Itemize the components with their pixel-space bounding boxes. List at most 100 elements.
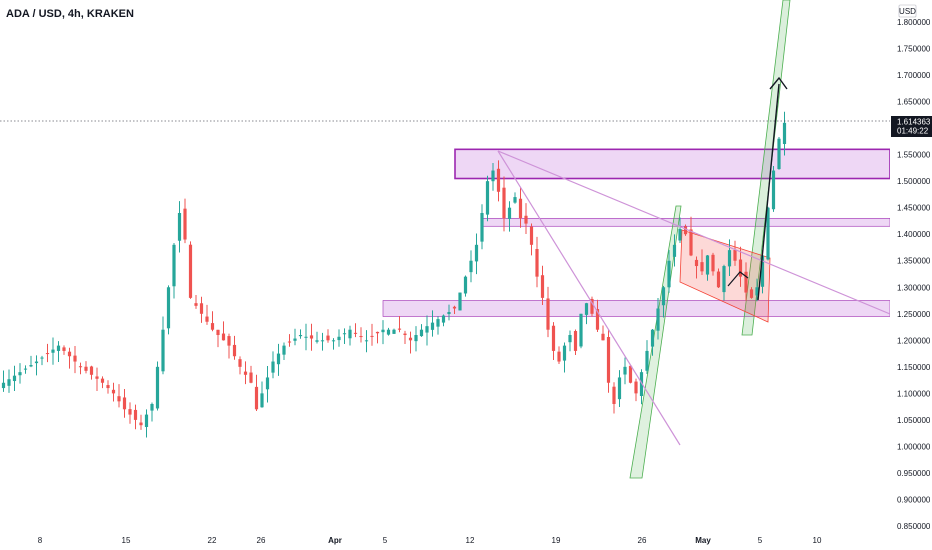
- ascending-channel-breakout: [741, 0, 791, 336]
- candle-body: [436, 319, 440, 327]
- candle-body: [122, 397, 127, 410]
- candle-body: [474, 244, 479, 262]
- candle-body: [414, 335, 418, 342]
- candle-body: [227, 336, 231, 346]
- candle-body: [254, 386, 259, 410]
- candle-body: [342, 333, 347, 335]
- candle-body: [304, 336, 308, 338]
- candle-body: [199, 303, 204, 314]
- price-axis[interactable]: 0.850000 0.900000 0.950000 1.000000 1.050000…: [890, 0, 932, 550]
- candle-body: [584, 303, 589, 315]
- descending-trendline-long: [497, 150, 891, 315]
- time-axis[interactable]: 8 15 22 26 Apr 5 12 19 26 May 5 10: [38, 536, 822, 545]
- candle-body: [452, 306, 457, 309]
- time-tick-label: 5: [383, 536, 388, 545]
- candle-body: [161, 329, 165, 372]
- candle-body: [634, 381, 638, 394]
- candle-body: [562, 345, 567, 361]
- candle-body: [518, 198, 523, 219]
- time-tick-label: Apr: [328, 536, 342, 545]
- time-tick-label: 22: [208, 536, 217, 545]
- symbol-title: ADA / USD, 4h, KRAKEN: [6, 8, 134, 20]
- candle-body: [298, 335, 303, 337]
- time-tick-label: 8: [38, 536, 43, 545]
- candle-body: [524, 215, 528, 224]
- candle-body: [408, 337, 413, 341]
- price-tick-label: 1.350000: [897, 257, 931, 266]
- time-tick-label: 10: [813, 536, 822, 545]
- candle-body: [683, 226, 688, 235]
- candle-body: [535, 249, 539, 277]
- last-price-value: 1.614363: [897, 118, 931, 127]
- descending-trendline-steep: [497, 150, 681, 446]
- price-tick-label: 1.050000: [897, 416, 931, 425]
- candle-body: [320, 340, 325, 342]
- price-tick-label: 0.850000: [897, 522, 931, 531]
- candle-body: [117, 396, 121, 402]
- candle-body: [744, 271, 748, 293]
- candle-body: [188, 244, 193, 298]
- candle-body: [716, 271, 721, 288]
- candles-layer: [1, 111, 787, 438]
- candle-body: [73, 355, 77, 362]
- candle-body: [595, 309, 600, 330]
- candle-body: [628, 365, 633, 383]
- candle-body: [579, 313, 583, 347]
- candle-body: [601, 333, 605, 341]
- support-resistance-zone: [454, 148, 891, 180]
- candle-body: [331, 340, 336, 342]
- candle-body: [469, 260, 473, 273]
- candle-body: [221, 333, 226, 341]
- candle-body: [144, 414, 149, 427]
- candle-body: [617, 377, 622, 400]
- candle-body: [205, 316, 209, 322]
- time-tick-label: 26: [638, 536, 647, 545]
- candle-body: [370, 335, 374, 337]
- candle-body: [771, 170, 776, 210]
- candle-body: [238, 359, 242, 367]
- candle-body: [287, 341, 292, 343]
- candle-body: [106, 385, 110, 389]
- candle-body: [29, 365, 33, 367]
- candle-body: [23, 368, 28, 370]
- time-tick-label: 5: [758, 536, 763, 545]
- candle-body: [386, 329, 391, 335]
- candle-body: [546, 298, 550, 330]
- candle-body: [733, 250, 737, 261]
- candle-body: [364, 340, 369, 342]
- candle-body: [293, 338, 297, 341]
- candle-body: [194, 303, 198, 306]
- candle-body: [463, 276, 468, 294]
- candle-body: [128, 409, 132, 415]
- candle-body: [315, 340, 319, 342]
- annotation-layer-front: [497, 76, 891, 446]
- candle-body: [441, 315, 446, 323]
- price-tick-label: 1.650000: [897, 98, 931, 107]
- price-tick-label: 1.200000: [897, 336, 931, 345]
- candle-body: [309, 335, 314, 339]
- candle-body: [727, 250, 732, 267]
- candle-body: [34, 361, 39, 364]
- currency-badge[interactable]: [898, 4, 917, 18]
- candle-body: [590, 298, 594, 314]
- candle-body: [216, 329, 220, 336]
- candle-body: [150, 403, 154, 411]
- candle-body: [639, 372, 644, 397]
- candle-body: [210, 323, 215, 330]
- candle-body: [12, 375, 17, 382]
- candle-body: [606, 337, 611, 383]
- candle-body: [760, 255, 765, 287]
- candle-body: [425, 326, 429, 333]
- candle-body: [89, 366, 94, 375]
- price-tick-label: 1.750000: [897, 45, 931, 54]
- candle-body: [612, 386, 616, 404]
- candle-body: [271, 361, 275, 373]
- candle-body: [480, 212, 484, 242]
- candle-body: [265, 377, 270, 390]
- candle-body: [172, 244, 176, 287]
- price-tick-label: 0.900000: [897, 495, 931, 504]
- candle-body: [557, 351, 561, 362]
- candle-body: [111, 389, 116, 394]
